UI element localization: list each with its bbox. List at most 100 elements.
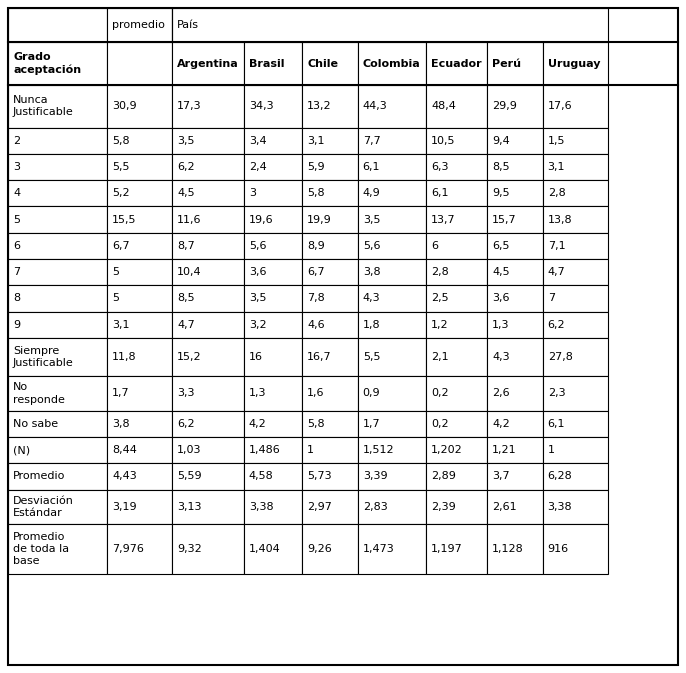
Bar [357,489,426,524]
Bar [244,376,302,411]
Bar [172,233,244,259]
Text: 10,4: 10,4 [177,267,202,277]
Text: 1,3: 1,3 [249,388,266,398]
Text: 3,6: 3,6 [249,267,266,277]
Text: 4,5: 4,5 [492,267,510,277]
Text: 8,7: 8,7 [177,241,195,251]
Bar [8,154,107,180]
Text: 6,7: 6,7 [112,241,130,251]
Bar [8,338,107,376]
Bar [543,154,608,180]
Text: 5,59: 5,59 [177,472,202,481]
Bar [302,154,357,180]
Bar [543,376,608,411]
Text: 2,8: 2,8 [547,188,565,199]
Text: 3,7: 3,7 [492,472,510,481]
Text: 15,2: 15,2 [177,352,202,362]
Text: 13,2: 13,2 [307,101,332,111]
Bar [107,376,172,411]
Text: 4,3: 4,3 [492,352,510,362]
Bar [107,489,172,524]
Bar [357,524,426,573]
Text: 3,19: 3,19 [112,502,137,512]
Bar [543,411,608,437]
Text: 0,2: 0,2 [431,419,449,429]
Bar [357,463,426,489]
Bar [172,8,608,42]
Text: 5,6: 5,6 [249,241,266,251]
Text: 3,5: 3,5 [363,215,380,225]
Bar [357,376,426,411]
Text: 2,1: 2,1 [431,352,449,362]
Bar [357,128,426,154]
Bar [487,154,543,180]
Bar [8,285,107,312]
Bar [8,207,107,233]
Text: 1,404: 1,404 [249,544,281,554]
Text: 2,4: 2,4 [249,162,267,172]
Text: 4: 4 [13,188,20,199]
Bar [357,42,426,85]
Text: 13,8: 13,8 [547,215,572,225]
Text: Brasil: Brasil [249,59,284,69]
Bar [487,85,543,128]
Text: 6,7: 6,7 [307,267,324,277]
Bar [8,85,107,128]
Bar [107,437,172,463]
Bar [487,338,543,376]
Text: 5,6: 5,6 [363,241,380,251]
Text: 1: 1 [547,445,555,455]
Bar [244,411,302,437]
Text: 16: 16 [249,352,263,362]
Text: 2,97: 2,97 [307,502,332,512]
Text: Desviación
Estándar: Desviación Estándar [13,496,74,518]
Text: 48,4: 48,4 [431,101,456,111]
Bar [487,376,543,411]
Bar [357,285,426,312]
Bar [426,376,487,411]
Text: 2,3: 2,3 [547,388,565,398]
Text: 4,6: 4,6 [307,320,324,330]
Text: 5: 5 [13,215,20,225]
Text: 1,202: 1,202 [431,445,463,455]
Text: 9,4: 9,4 [492,136,510,146]
Text: 27,8: 27,8 [547,352,573,362]
Bar [107,312,172,338]
Bar [107,128,172,154]
Bar [543,85,608,128]
Text: 916: 916 [547,544,569,554]
Text: 1,6: 1,6 [307,388,324,398]
Bar [107,463,172,489]
Bar [543,259,608,285]
Bar [107,85,172,128]
Text: 1,7: 1,7 [363,419,380,429]
Text: Colombia: Colombia [363,59,421,69]
Bar [543,128,608,154]
Bar [8,463,107,489]
Bar [357,437,426,463]
Bar [172,285,244,312]
Text: 6,5: 6,5 [492,241,510,251]
Bar [244,207,302,233]
Text: 2,89: 2,89 [431,472,456,481]
Text: 7: 7 [547,293,555,304]
Text: 1,197: 1,197 [431,544,463,554]
Text: (N): (N) [13,445,30,455]
Text: 6,28: 6,28 [547,472,572,481]
Bar [543,524,608,573]
Text: promedio: promedio [112,20,165,30]
Bar [244,312,302,338]
Bar [543,233,608,259]
Text: 6,2: 6,2 [547,320,565,330]
Bar [172,312,244,338]
Bar [426,128,487,154]
Text: 7,976: 7,976 [112,544,144,554]
Text: No
responde: No responde [13,382,65,404]
Text: 5,2: 5,2 [112,188,130,199]
Text: 2: 2 [13,136,20,146]
Bar [107,42,172,85]
Bar [302,437,357,463]
Bar [357,259,426,285]
Bar [543,489,608,524]
Text: 1,7: 1,7 [112,388,130,398]
